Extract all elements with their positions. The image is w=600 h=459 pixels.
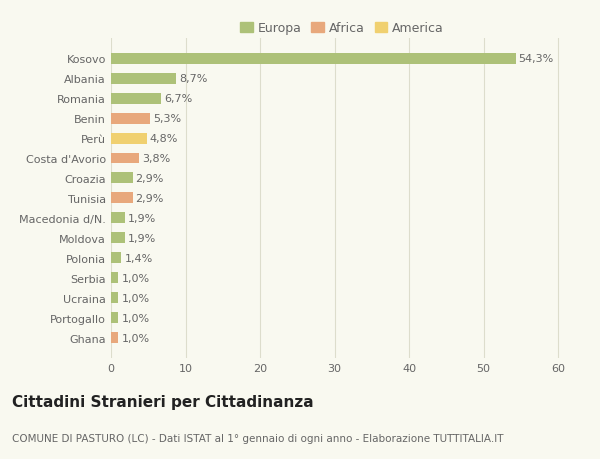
- Bar: [111, 133, 147, 144]
- Bar: [111, 213, 125, 224]
- Bar: [111, 54, 515, 64]
- Text: 1,9%: 1,9%: [128, 233, 157, 243]
- Text: 1,0%: 1,0%: [121, 293, 149, 303]
- Text: 1,0%: 1,0%: [121, 273, 149, 283]
- Text: 3,8%: 3,8%: [142, 154, 170, 164]
- Text: Cittadini Stranieri per Cittadinanza: Cittadini Stranieri per Cittadinanza: [12, 394, 314, 409]
- Text: 8,7%: 8,7%: [179, 74, 207, 84]
- Legend: Europa, Africa, America: Europa, Africa, America: [238, 20, 446, 38]
- Text: 54,3%: 54,3%: [518, 54, 554, 64]
- Bar: [111, 333, 118, 343]
- Bar: [111, 173, 133, 184]
- Text: 1,4%: 1,4%: [124, 253, 152, 263]
- Bar: [111, 153, 139, 164]
- Text: COMUNE DI PASTURO (LC) - Dati ISTAT al 1° gennaio di ogni anno - Elaborazione TU: COMUNE DI PASTURO (LC) - Dati ISTAT al 1…: [12, 433, 503, 442]
- Bar: [111, 273, 118, 284]
- Text: 5,3%: 5,3%: [154, 114, 182, 124]
- Bar: [111, 293, 118, 304]
- Bar: [111, 313, 118, 324]
- Text: 2,9%: 2,9%: [136, 194, 164, 203]
- Text: 1,9%: 1,9%: [128, 213, 157, 224]
- Bar: [111, 113, 151, 124]
- Bar: [111, 253, 121, 264]
- Text: 1,0%: 1,0%: [121, 333, 149, 343]
- Text: 4,8%: 4,8%: [150, 134, 178, 144]
- Bar: [111, 233, 125, 244]
- Bar: [111, 73, 176, 84]
- Text: 6,7%: 6,7%: [164, 94, 192, 104]
- Bar: [111, 93, 161, 104]
- Text: 2,9%: 2,9%: [136, 174, 164, 184]
- Bar: [111, 193, 133, 204]
- Text: 1,0%: 1,0%: [121, 313, 149, 323]
